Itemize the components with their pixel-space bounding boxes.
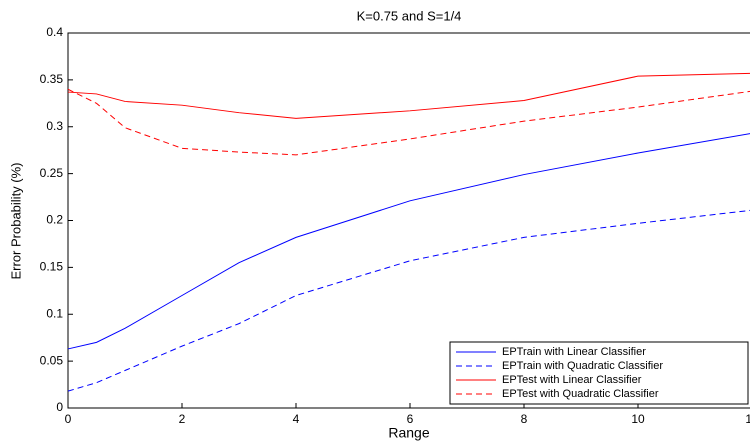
y-tick-label: 0.1 <box>46 306 63 320</box>
y-tick-label: 0.35 <box>40 72 64 86</box>
y-tick-label: 0.15 <box>40 260 64 274</box>
series-line <box>67 133 750 350</box>
y-tick-label: 0.05 <box>40 353 64 367</box>
x-tick-label: 8 <box>521 412 528 426</box>
x-tick-label: 10 <box>631 412 645 426</box>
y-tick-label: 0.4 <box>46 25 63 39</box>
y-tick-label: 0.2 <box>46 213 63 227</box>
series-line <box>67 72 750 119</box>
y-tick-label: 0 <box>56 400 63 414</box>
legend-label: EPTrain with Linear Classifier <box>502 346 646 358</box>
y-axis-label: Error Probability (%) <box>8 162 23 279</box>
x-tick-label: 6 <box>407 412 414 426</box>
x-tick-label: 0 <box>65 412 72 426</box>
legend-label: EPTest with Linear Classifier <box>502 374 642 386</box>
y-tick-label: 0.3 <box>46 119 63 133</box>
x-tick-label: 4 <box>293 412 300 426</box>
x-tick-label: 2 <box>179 412 186 426</box>
x-tick-label: 12 <box>745 412 750 426</box>
legend-box <box>449 341 749 405</box>
y-tick-label: 0.25 <box>40 166 64 180</box>
chart-title: K=0.75 and S=1/4 <box>357 8 462 23</box>
series-line <box>67 88 750 156</box>
legend-label: EPTrain with Quadratic Classifier <box>502 360 663 372</box>
legend-label: EPTest with Quadratic Classifier <box>502 388 659 400</box>
x-axis-label: Range <box>388 425 429 441</box>
series-line <box>67 209 750 392</box>
